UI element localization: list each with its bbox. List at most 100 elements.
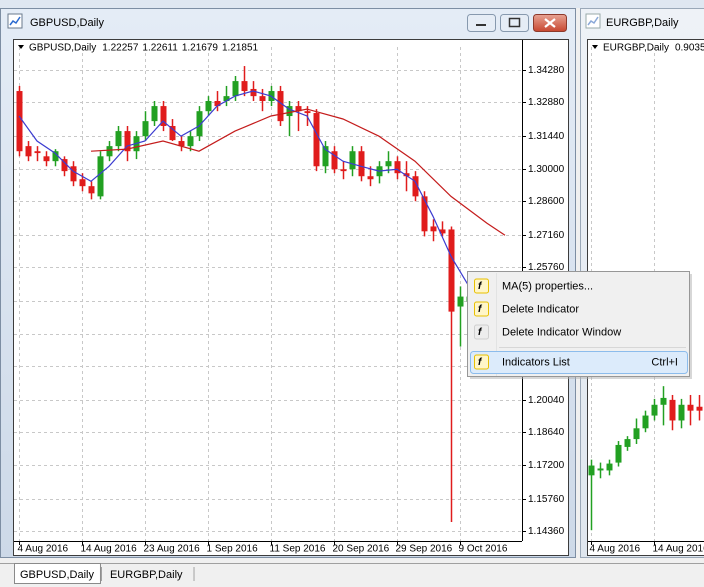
- restore-button[interactable]: [500, 14, 529, 32]
- candle-body: [79, 179, 86, 187]
- x-tick-label: 1 Sep 2016: [207, 544, 259, 555]
- window-icon[interactable]: [7, 13, 23, 29]
- candle-body: [304, 111, 311, 114]
- tab[interactable]: [14, 563, 101, 584]
- tab-label: GBPUSD,Daily: [20, 569, 94, 581]
- menu-icon-glyph: f: [478, 281, 483, 292]
- candle-body: [421, 196, 428, 232]
- menu-icon: [474, 354, 489, 370]
- menu-icon: [474, 301, 489, 317]
- candle-body: [205, 100, 212, 112]
- chart-quote: 1.21851: [222, 43, 259, 54]
- y-tick-label: 1.30000: [528, 164, 565, 175]
- context-menu: f MA(5) properties... f Delete Indicator f De…: [467, 271, 692, 379]
- tab-bar: [0, 558, 704, 587]
- x-tick-label: 14 Aug 2016: [653, 544, 704, 555]
- menu-icon-glyph: f: [478, 357, 483, 368]
- menu-item[interactable]: Delete Indicator: [502, 303, 579, 315]
- y-tick-label: 1.20040: [528, 395, 565, 406]
- window-title: EURGBP,Daily: [606, 17, 679, 29]
- candle-body: [277, 91, 284, 122]
- chart-quote: 1.22611: [142, 43, 178, 54]
- candle-body: [615, 444, 622, 463]
- y-tick-label: 1.28600: [528, 196, 565, 207]
- candle-body: [214, 100, 221, 107]
- candle-body: [696, 406, 703, 411]
- menu-icon: [474, 278, 489, 294]
- candle-body: [124, 131, 131, 152]
- candle-body: [151, 106, 158, 122]
- menu-item[interactable]: Indicators List: [502, 356, 570, 368]
- candle-body: [403, 173, 410, 177]
- menu-item[interactable]: MA(5) properties...: [502, 280, 593, 292]
- candle-body: [331, 151, 338, 170]
- candle-body: [25, 146, 32, 157]
- chart-quote: 0.90354: [675, 43, 704, 54]
- candle-body: [660, 397, 667, 405]
- candle-body: [232, 81, 239, 97]
- chart-symbol: EURGBP,Daily: [603, 43, 669, 54]
- menu-icon-glyph: f: [478, 304, 483, 315]
- candle-body: [606, 463, 613, 471]
- candle-body: [394, 161, 401, 174]
- candle-body: [430, 226, 437, 232]
- candle-body: [597, 468, 604, 471]
- candle-body: [250, 88, 257, 97]
- candle-body: [187, 136, 194, 147]
- chart-symbol: GBPUSD,Daily: [29, 43, 96, 54]
- candle-body: [340, 169, 347, 172]
- candle-body: [142, 121, 149, 137]
- candle-body: [43, 156, 50, 162]
- chart-menu-arrow[interactable]: [18, 45, 24, 49]
- x-tick-label: 9 Oct 2016: [459, 544, 508, 555]
- menu-icon: [474, 324, 489, 340]
- y-tick-label: 1.32880: [528, 97, 565, 108]
- candle-body: [61, 159, 68, 172]
- candle-body: [457, 296, 464, 307]
- indicator-line[interactable]: [18, 90, 470, 287]
- background-window: [0, 0, 704, 8]
- candle-body: [16, 91, 23, 152]
- candle-body: [196, 111, 203, 137]
- y-tick-label: 1.25760: [528, 262, 565, 273]
- minimize-button[interactable]: [467, 14, 496, 32]
- y-tick-label: 1.34280: [528, 65, 565, 76]
- candle-body: [88, 186, 95, 194]
- chart-quote: 1.22257: [102, 43, 139, 54]
- menu-item: Delete Indicator Window: [502, 326, 621, 338]
- candle-body: [687, 404, 694, 411]
- chart-menu-arrow[interactable]: [592, 45, 598, 49]
- menu-highlight: [470, 351, 688, 374]
- candle-body: [448, 229, 455, 312]
- candle-body: [97, 156, 104, 197]
- candle-body: [349, 151, 356, 170]
- y-tick-label: 1.27160: [528, 230, 565, 241]
- candle-body: [169, 125, 176, 141]
- y-tick-label: 1.14360: [528, 526, 565, 537]
- candle-body: [313, 113, 320, 167]
- y-tick-label: 1.31440: [528, 131, 565, 142]
- x-tick-label: 4 Aug 2016: [18, 544, 69, 555]
- candle-body: [223, 96, 230, 101]
- candle-body: [651, 404, 658, 416]
- y-tick-label: 1.17200: [528, 460, 565, 471]
- y-tick-label: 1.18640: [528, 427, 565, 438]
- candle-body: [439, 229, 446, 234]
- candle-body: [295, 106, 302, 112]
- x-tick-label: 4 Aug 2016: [590, 544, 641, 555]
- candles: [16, 66, 506, 523]
- candle-body: [259, 96, 266, 101]
- indicator-line[interactable]: [90, 108, 506, 236]
- window-icon-glyph: [587, 16, 599, 26]
- candle-body: [624, 439, 631, 447]
- chart-quote: 1.21679: [182, 43, 219, 54]
- window-title: GBPUSD,Daily: [30, 17, 104, 29]
- x-tick-label: 11 Sep 2016: [270, 544, 326, 555]
- menu-shortcut: Ctrl+I: [651, 356, 678, 368]
- candle-body: [322, 146, 329, 167]
- window-icon[interactable]: [585, 13, 601, 29]
- candle-body: [241, 81, 248, 92]
- candles: [588, 386, 703, 531]
